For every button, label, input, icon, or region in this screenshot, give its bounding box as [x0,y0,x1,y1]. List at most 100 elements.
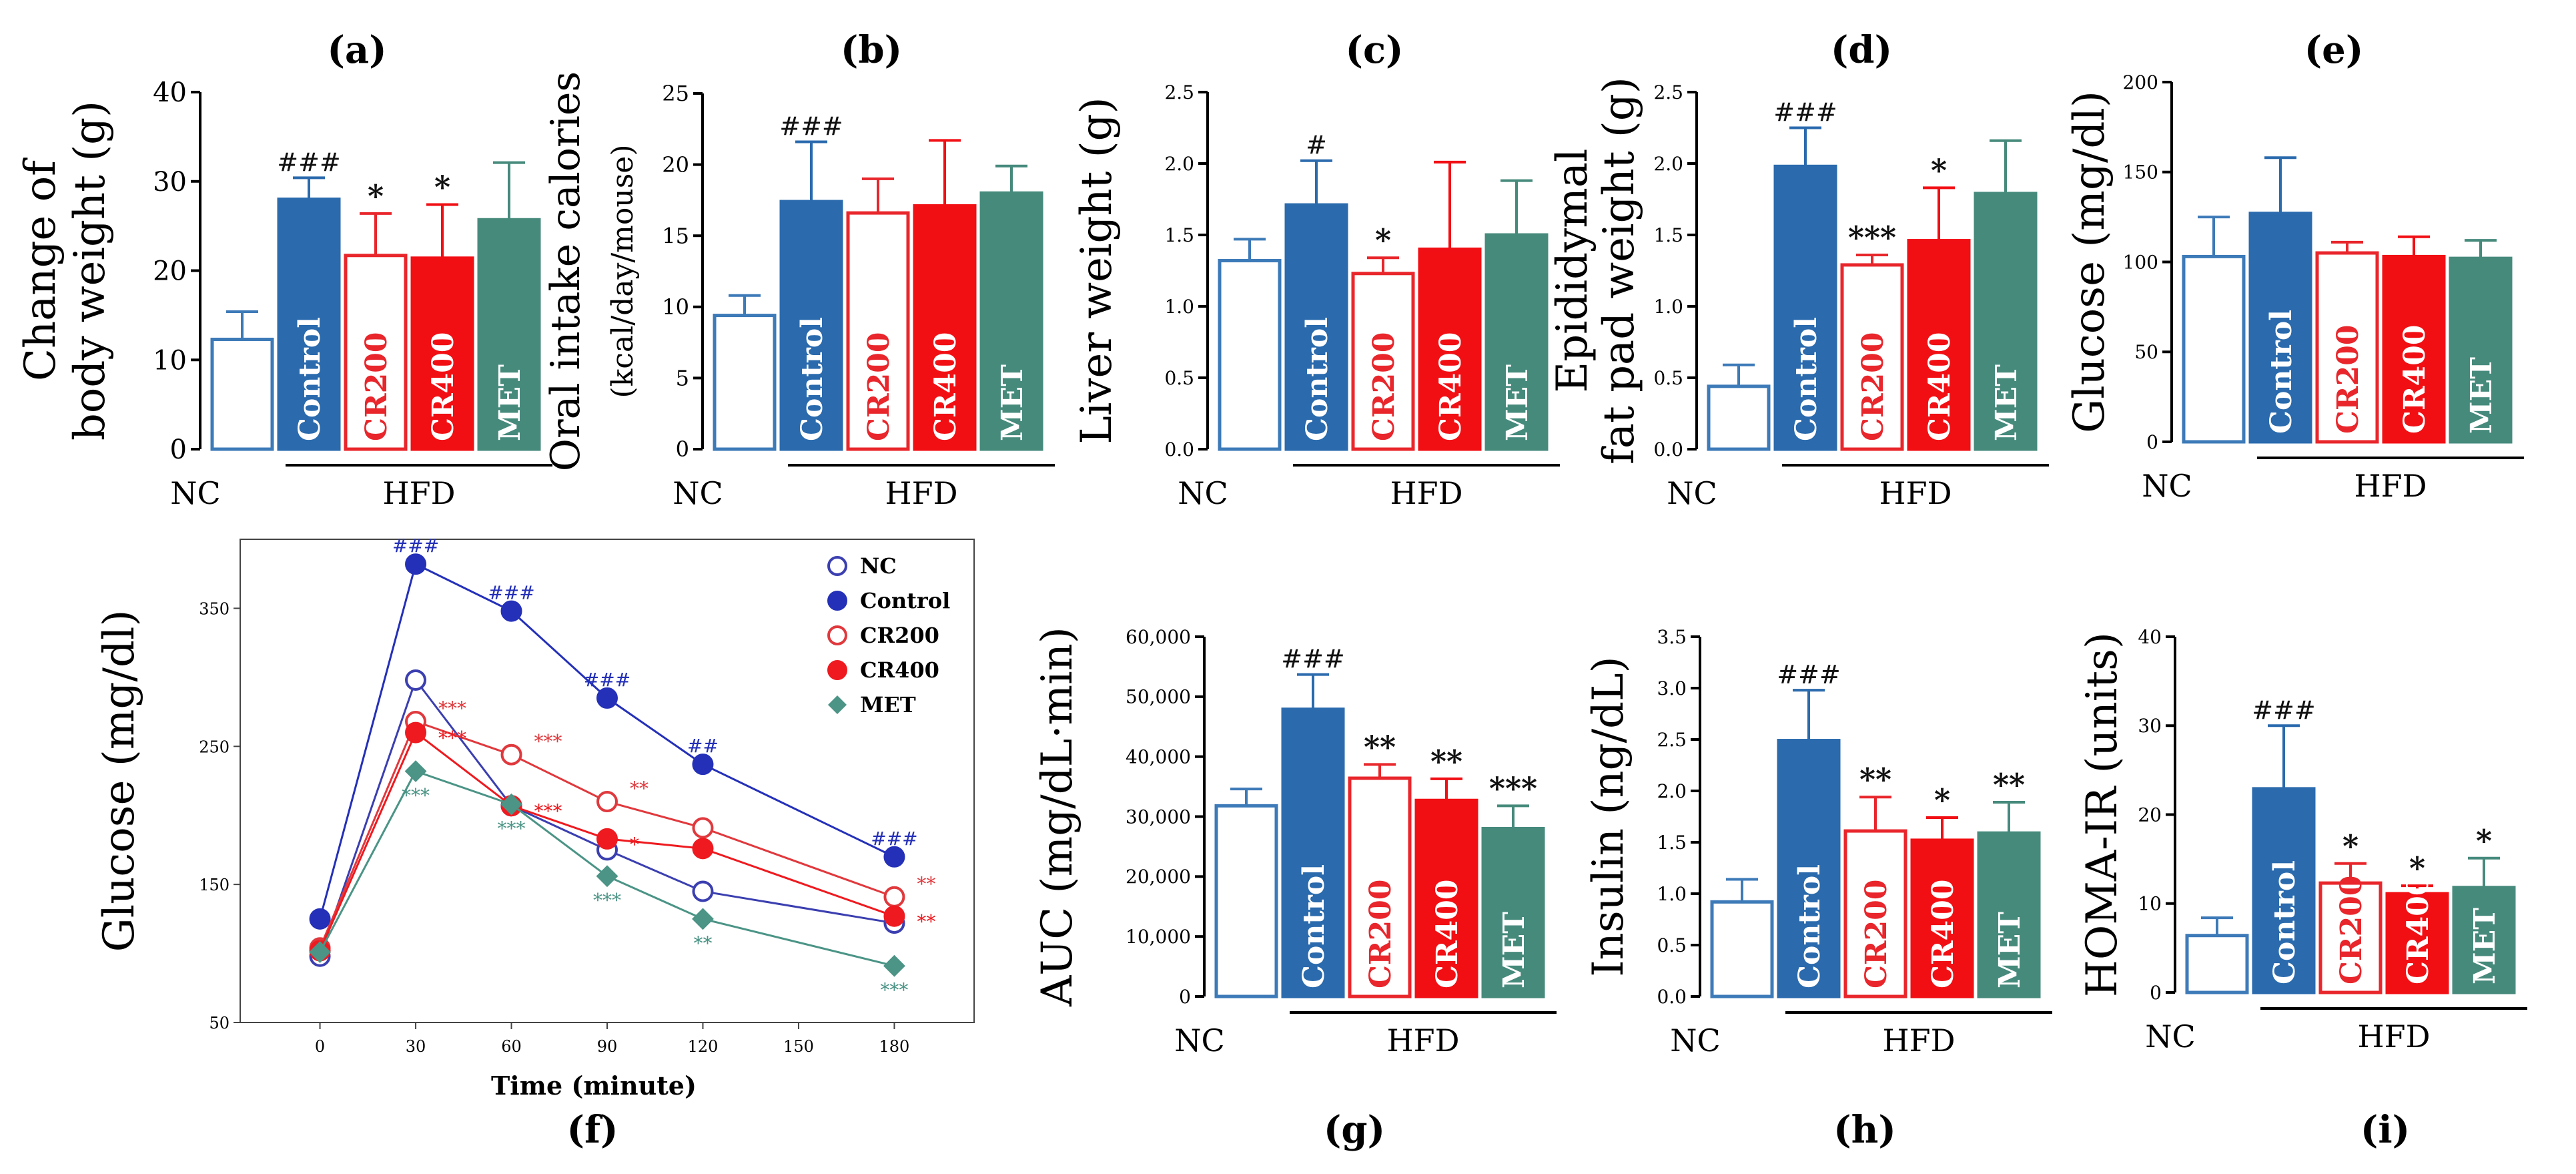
y-axis-title: Glucose (mg/dl) [2065,91,2114,433]
bar-nc [1707,384,1771,451]
bar-label-cr200: CR200 [1856,332,1890,441]
bar-met [979,191,1043,451]
group-label-nc: NC [170,475,220,511]
chart-panel-g: 0 10,000 20,000 30,000 40,000 50,000 60,000 AUC… [1033,626,1557,1059]
bar-met [477,218,541,451]
legend-label-met: MET [860,692,916,717]
significance-cr400: * [1934,782,1950,818]
y-axis-title: AUC (mg/dL·min) [1033,627,1082,1007]
y-tick-label: 350 [199,599,230,618]
y-tick-label: 0 [676,436,689,462]
bar-label-met: MET [1497,912,1531,988]
group-label-nc: NC [1174,1022,1224,1059]
y-tick-label: 25 [662,81,689,106]
bar-cr200 [344,254,408,451]
group-label-nc: NC [1178,475,1228,511]
bar-label-cr200: CR200 [2331,325,2365,434]
y-tick-label: 20 [2138,804,2162,826]
bar-nc [1214,804,1278,998]
point-control-0 [309,908,331,930]
x-tick-label: 60 [501,1037,522,1056]
y-tick-label: 150 [199,876,230,894]
y-axis-title: Epididymal [1548,148,1597,392]
significance-control: # [1306,131,1327,160]
bar-control [2252,787,2316,994]
bar-cr400 [1907,239,1971,451]
significance-cr200-60: *** [534,731,562,753]
bar-control [1284,203,1348,451]
significance-met-120: ** [693,932,712,954]
point-met-30 [404,760,427,782]
point-cr400-120 [692,838,714,860]
bar-label-cr200: CR200 [360,332,394,441]
point-cr200-120 [692,817,714,839]
panel-label-i: (i) [2360,1108,2410,1152]
group-label-hfd: HFD [1390,475,1463,511]
panel-label-h: (h) [1833,1108,1896,1152]
y-tick-label: 2.5 [1657,729,1687,751]
point-cr200-60 [500,744,522,766]
group-label-nc: NC [1667,475,1717,511]
x-tick-label: 90 [597,1037,618,1056]
significance-cr200: * [1375,222,1391,258]
y-tick-label: 1.5 [1657,832,1687,854]
bar-cr400 [410,256,474,451]
legend-marker-met [828,695,847,714]
bar-label-cr400: CR400 [1430,880,1464,988]
group-label-hfd: HFD [383,475,456,511]
significance-cr200: *** [1848,220,1896,256]
bar-label-met: MET [493,364,527,441]
point-met-90 [596,865,618,888]
significance-cr400-180: ** [917,911,935,933]
legend-label-nc: NC [860,553,897,579]
point-control-30 [405,553,427,575]
point-met-120 [692,908,714,930]
y-tick-label: 1.0 [1657,883,1687,905]
bar-cr400 [2385,892,2449,994]
y-tick-label: 20 [153,256,187,287]
y-tick-label: 0.0 [1164,438,1194,461]
point-cr200-180 [883,886,905,908]
point-control-90 [596,687,618,709]
y-axis-title: Glucose (mg/dl) [95,610,144,952]
bar-label-control: Control [1793,864,1827,988]
chart-panel-b: 0 5 10 15 20 25 Oral intake calories (kcal/day/… [542,71,1055,511]
bar-nc [1710,900,1774,998]
bar-label-met: MET [1500,364,1535,441]
y-tick-label: 200 [2123,71,2158,93]
y-tick-label: 100 [2123,251,2158,273]
chart-panel-h: 0.0 0.5 1.0 1.5 2.0 2.5 3.0 3.5 Insulin (ng/dL) C… [1584,626,2052,1059]
y-axis-title: Liver weight (g) [1072,97,1122,444]
point-cr400-30 [405,721,427,744]
bar-met [2449,256,2513,444]
significance-cr200: * [368,178,384,214]
significance-cr400: * [2409,850,2425,886]
significance-met: ** [1993,767,2025,803]
bar-met [1481,826,1545,998]
bar-label-cr400: CR400 [2398,325,2432,434]
bar-control [277,198,341,451]
significance-control: ### [2252,695,2316,725]
series-line-cr200 [319,720,895,948]
bar-label-met: MET [1990,364,2024,441]
legend-label-cr200: CR200 [860,623,939,648]
y-tick-label: 3.0 [1657,677,1687,699]
bar-label-met: MET [2465,357,2499,434]
y-tick-label: 0.5 [1653,367,1683,389]
significance-control: ### [277,148,341,177]
significance-control-180: ### [871,828,917,850]
legend-label-control: Control [860,588,950,613]
y-axis-title: body weight (g) [65,101,115,441]
bar-label-control: Control [1300,317,1334,441]
x-tick-label: 180 [879,1037,910,1056]
group-label-nc: NC [1670,1022,1720,1059]
y-tick-label: 2.5 [1653,81,1683,103]
y-axis-title: (kcal/day/mouse) [606,144,640,398]
bar-control [1777,739,1841,998]
series-line-control [319,563,895,920]
y-tick-label: 0.0 [1653,438,1683,461]
point-cr400-180 [883,905,905,927]
significance-cr200: ** [1859,762,1891,798]
y-tick-label: 3.5 [1657,626,1687,648]
